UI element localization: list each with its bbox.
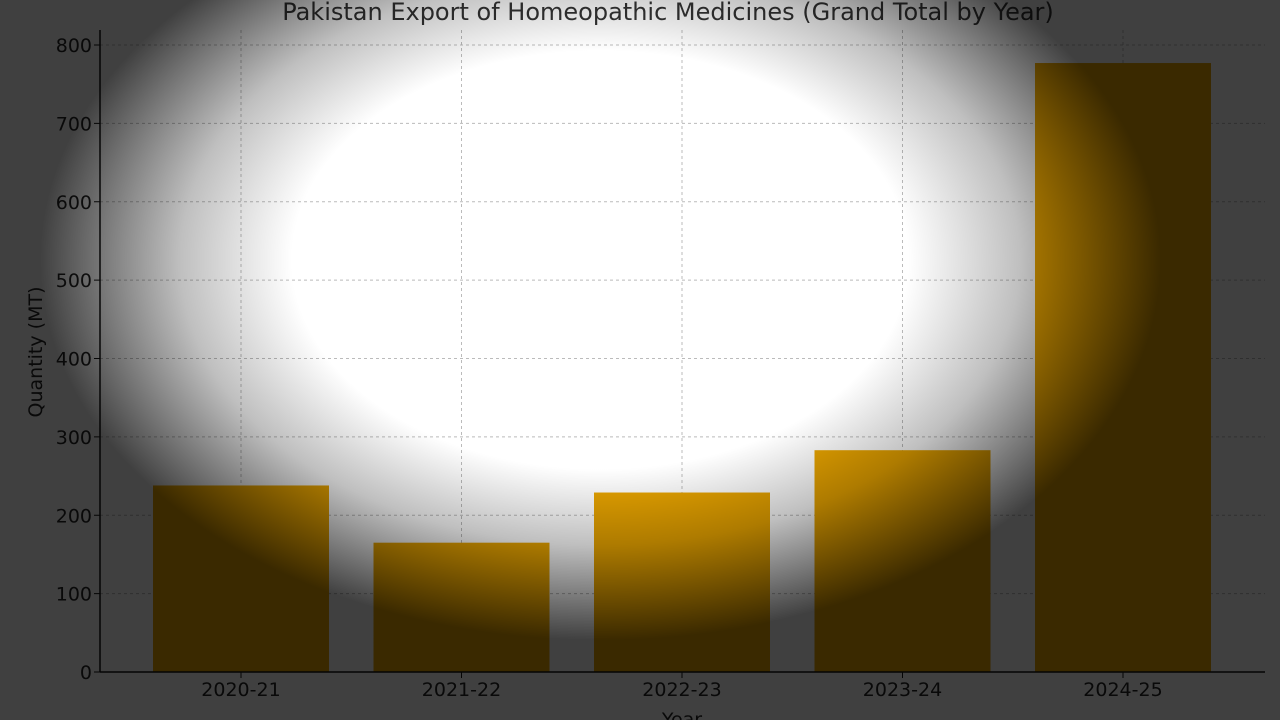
bar-2024-25: [1035, 63, 1211, 673]
y-tick-label: 0: [80, 662, 92, 684]
x-tick-label: 2021-22: [422, 679, 501, 701]
y-tick-label: 800: [56, 35, 92, 57]
bar-2023-24: [814, 450, 991, 672]
y-axis-label: Quantity (MT): [25, 287, 47, 418]
x-axis-label: Year: [661, 709, 702, 720]
y-tick-label: 200: [56, 505, 92, 527]
x-tick-label: 2024-25: [1083, 679, 1162, 701]
y-tick-label: 500: [56, 270, 92, 292]
x-tick-label: 2020-21: [201, 679, 280, 701]
y-tick-label: 700: [56, 113, 92, 135]
bar-2021-22: [373, 542, 550, 672]
bar-2020-21: [153, 485, 329, 672]
y-tick-label: 300: [56, 427, 92, 449]
chart-title: Pakistan Export of Homeopathic Medicines…: [282, 0, 1054, 26]
y-tick-label: 400: [56, 349, 92, 371]
x-axis-ticks: 2020-21 2021-22 2022-23 2023-24 2024-25: [201, 672, 1163, 701]
y-tick-label: 100: [56, 584, 92, 606]
x-tick-label: 2022-23: [642, 679, 721, 701]
x-tick-label: 2023-24: [863, 679, 942, 701]
bar-2022-23: [594, 492, 770, 672]
y-axis-ticks: 0 100 200 300 400 500 600 700 800: [56, 35, 100, 684]
y-tick-label: 600: [56, 192, 92, 214]
